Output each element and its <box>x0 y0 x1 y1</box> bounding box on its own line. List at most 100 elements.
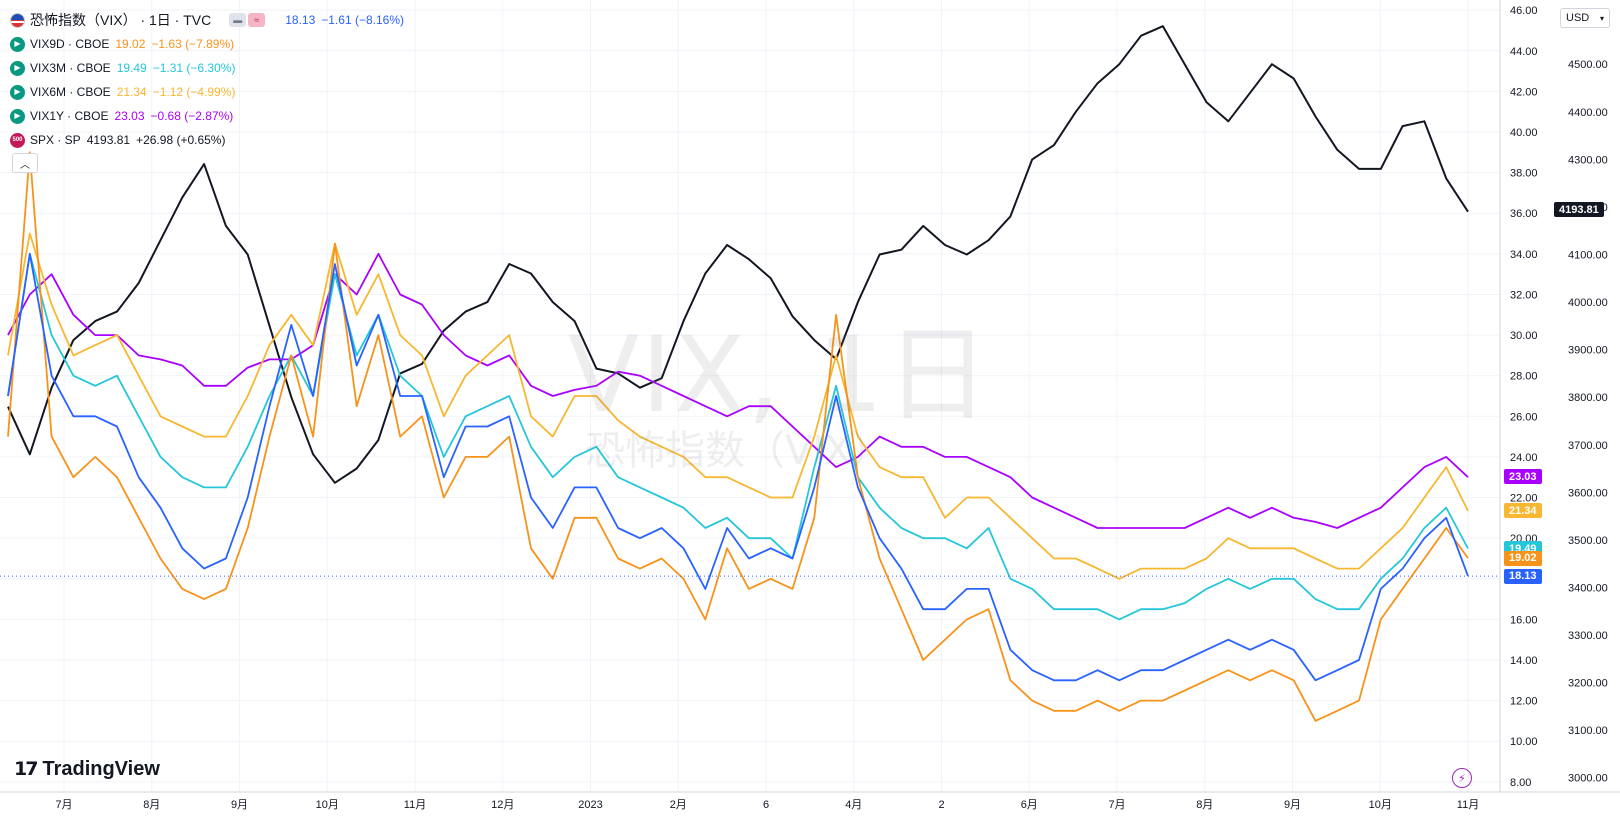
right-axis-tick-label: 3000.00 <box>1568 773 1608 785</box>
legend-value: 19.02 <box>115 37 146 51</box>
x-tick-label: 6月 <box>1021 799 1038 811</box>
left-axis-tick-label: 36.00 <box>1510 208 1538 220</box>
chevron-up-icon: ︿ <box>20 159 30 171</box>
legend-symbol: SPX · SP <box>30 133 81 147</box>
play-icon: ▶ <box>10 36 25 52</box>
left-axis-tick-label: 16.00 <box>1510 614 1538 626</box>
play-icon: ▶ <box>10 108 25 124</box>
chevron-down-icon: ▾ <box>1599 13 1604 23</box>
legend-symbol: VIX3M · CBOE <box>30 61 111 75</box>
x-tick-label: 11月 <box>1457 799 1479 811</box>
right-axis-tick-label: 4100.00 <box>1568 249 1608 261</box>
price-tag-vix: 18.13 <box>1504 568 1542 584</box>
tradingview-logo-icon: 𝟭𝟳 <box>14 759 38 780</box>
legend-symbol: VIX9D · CBOE <box>30 37 110 51</box>
x-tick-label: 7月 <box>1108 799 1125 811</box>
series-line-vix9d <box>7 151 1469 722</box>
left-axis-tick-label: 40.00 <box>1510 127 1538 139</box>
main-symbol-value: 18.13 <box>285 13 316 27</box>
series-line-vix3m <box>7 252 1469 621</box>
left-axis-tick-label: 14.00 <box>1510 655 1538 667</box>
left-axis-tick-label: 26.00 <box>1510 411 1538 423</box>
main-symbol-change: −1.61 (−8.16%) <box>321 13 404 27</box>
price-tag-vix6m: 21.34 <box>1504 503 1542 519</box>
left-axis-tick-label: 34.00 <box>1510 249 1538 261</box>
x-tick-label: 9月 <box>1284 799 1301 811</box>
left-axis-tick-label: 12.00 <box>1510 696 1538 708</box>
legend-symbol: VIX6M · CBOE <box>30 85 111 99</box>
legend-value: 23.03 <box>114 109 145 123</box>
left-axis-tick-label: 38.00 <box>1510 168 1538 180</box>
legend-change: −0.68 (−2.87%) <box>150 109 234 123</box>
brand-name: TradingView <box>42 758 160 780</box>
right-axis-tick-label: 4000.00 <box>1568 297 1608 309</box>
collapse-legend-button[interactable]: ︿ <box>12 153 38 173</box>
legend-symbol: VIX1Y · CBOE <box>30 109 109 123</box>
series-line-spx <box>7 25 1469 484</box>
legend-change: −1.12 (−4.99%) <box>152 85 236 99</box>
price-tag-vix1y: 23.03 <box>1504 469 1542 485</box>
legend-row-vix3m[interactable]: ▶ VIX3M · CBOE 19.49 −1.31 (−6.30%) <box>10 56 404 80</box>
play-icon: ▶ <box>10 60 25 76</box>
main-symbol-title: 恐怖指数（VIX） · 1日 · TVC <box>30 12 212 28</box>
legend-change: −1.31 (−6.30%) <box>152 61 236 75</box>
right-axis-tick-label: 3900.00 <box>1568 345 1608 357</box>
x-tick-label: 10月 <box>1369 799 1392 811</box>
legend-value: 21.34 <box>116 85 147 99</box>
series-line-vix1y <box>7 252 1469 529</box>
right-axis-tick-label: 3500.00 <box>1568 535 1608 547</box>
play-icon: ▶ <box>10 84 25 100</box>
series-line-vix6m <box>7 232 1469 580</box>
legend-row-vix9d[interactable]: ▶ VIX9D · CBOE 19.02 −1.63 (−7.89%) <box>10 32 404 56</box>
compare-wave-icon[interactable]: ≈ <box>248 13 266 27</box>
legend-change: +26.98 (+0.65%) <box>136 133 226 147</box>
x-tick-label: 10月 <box>316 799 339 811</box>
series-layer <box>0 25 1500 722</box>
x-tick-label: 2 <box>938 799 944 811</box>
right-axis-tick-label: 4400.00 <box>1568 107 1608 119</box>
legend-value: 4193.81 <box>86 133 131 147</box>
hide-icon[interactable]: ▬ <box>229 13 247 27</box>
left-axis-tick-label: 44.00 <box>1510 46 1538 58</box>
legend-row-vix6m[interactable]: ▶ VIX6M · CBOE 21.34 −1.12 (−4.99%) <box>10 80 404 104</box>
x-tick-label: 8月 <box>143 799 160 811</box>
legend-change: −1.63 (−7.89%) <box>151 37 235 51</box>
legend-main-row[interactable]: 恐怖指数（VIX） · 1日 · TVC ▬ ≈ 18.13 −1.61 (−8… <box>10 8 404 32</box>
us-flag-icon <box>10 12 25 28</box>
right-axis-tick-label: 4500.00 <box>1568 59 1608 71</box>
left-axis-tick-label: 28.00 <box>1510 371 1538 383</box>
right-axis-tick-label: 3100.00 <box>1568 725 1608 737</box>
price-tag-vix9d: 19.02 <box>1504 550 1542 566</box>
currency-label: USD <box>1566 12 1590 24</box>
legend-row-vix1y[interactable]: ▶ VIX1Y · CBOE 23.03 −0.68 (−2.87%) <box>10 104 404 128</box>
x-tick-label: 2023 <box>578 799 602 811</box>
legend-buttons: ▬ ≈ <box>229 13 267 27</box>
left-axis-tick-label: 30.00 <box>1510 330 1538 342</box>
lightning-icon[interactable]: ⚡ <box>1452 768 1472 788</box>
right-axis-tick-label: 3800.00 <box>1568 392 1608 404</box>
right-axis-tick-label: 3200.00 <box>1568 678 1608 690</box>
left-axis-tick-label: 32.00 <box>1510 289 1538 301</box>
grid-lines <box>0 0 1500 792</box>
x-tick-label: 2月 <box>670 799 687 811</box>
spx-icon: 500 <box>10 132 25 148</box>
right-axis-tick-label: 3600.00 <box>1568 487 1608 499</box>
x-tick-label: 9月 <box>231 799 248 811</box>
right-axis-tick-label: 3400.00 <box>1568 582 1608 594</box>
right-axis-tick-label: 3700.00 <box>1568 440 1608 452</box>
left-axis-tick-label: 22.00 <box>1510 493 1538 505</box>
series-line-vix <box>7 252 1469 682</box>
x-tick-label: 12月 <box>491 799 514 811</box>
left-axis-tick-label: 42.00 <box>1510 86 1538 98</box>
legend: 恐怖指数（VIX） · 1日 · TVC ▬ ≈ 18.13 −1.61 (−8… <box>10 8 404 152</box>
left-axis-tick-label: 8.00 <box>1510 777 1531 789</box>
currency-selector[interactable]: USD ▾ <box>1560 8 1610 28</box>
right-axis-tick-label: 4300.00 <box>1568 154 1608 166</box>
left-axis-tick-label: 10.00 <box>1510 736 1538 748</box>
right-axis-tick-label: 3300.00 <box>1568 630 1608 642</box>
x-tick-label: 11月 <box>404 799 426 811</box>
tradingview-logo: 𝟭𝟳 TradingView <box>14 758 160 781</box>
x-tick-label: 8月 <box>1196 799 1213 811</box>
legend-row-spx[interactable]: 500 SPX · SP 4193.81 +26.98 (+0.65%) <box>10 128 404 152</box>
left-axis-tick-label: 46.00 <box>1510 5 1538 17</box>
